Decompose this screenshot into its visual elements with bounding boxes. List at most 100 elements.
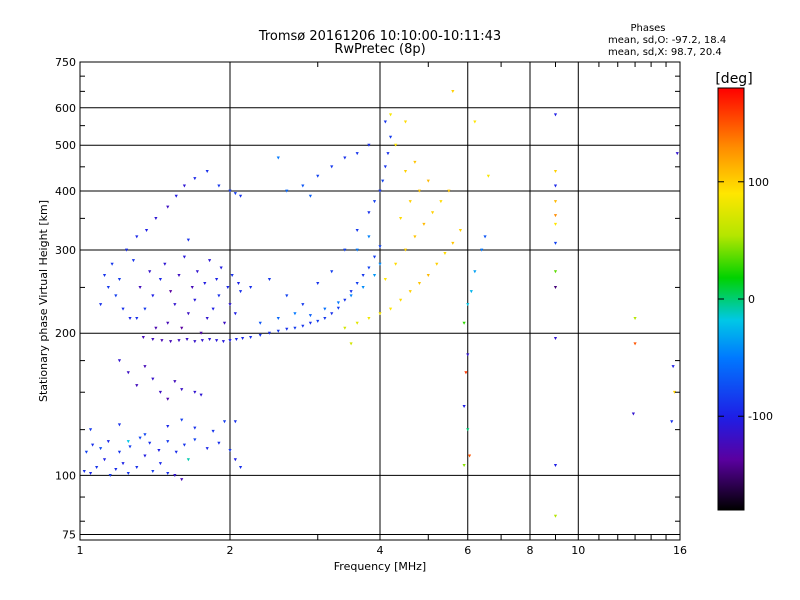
data-point-93	[114, 294, 118, 298]
colorbar-tick-label-0: 100	[748, 176, 769, 189]
data-point-119	[166, 397, 170, 401]
y-tick-label-3: 300	[55, 244, 76, 257]
x-tick-label-4: 8	[527, 544, 534, 557]
data-point-195	[394, 262, 398, 266]
data-point-197	[413, 235, 417, 239]
data-point-17	[99, 447, 103, 451]
data-point-98	[117, 277, 122, 281]
data-point-126	[258, 333, 262, 337]
data-point-186	[399, 298, 403, 302]
y-axis-label: Stationary phase Virtual Height [km]	[37, 200, 50, 402]
data-point-184	[378, 312, 382, 316]
data-point-91	[99, 303, 103, 307]
data-point-62	[148, 270, 152, 274]
x-tick-label-3: 6	[464, 544, 471, 557]
data-point-166	[378, 189, 382, 193]
data-point-135	[330, 312, 334, 316]
data-point-151	[361, 286, 365, 290]
data-point-199	[430, 211, 435, 215]
data-point-223	[462, 404, 466, 408]
data-point-168	[383, 165, 387, 169]
x-axis-ticks: 1 2 4 6 8 10 16	[77, 62, 687, 557]
x-tick-label-1: 2	[227, 544, 234, 557]
data-point-206	[403, 170, 408, 174]
data-point-97	[110, 262, 114, 266]
data-point-240	[633, 342, 637, 346]
colorbar-tick-label-2: -100	[748, 410, 773, 423]
data-points	[82, 89, 679, 518]
data-point-104	[166, 205, 170, 209]
data-point-31	[233, 458, 237, 462]
data-point-134	[323, 316, 327, 320]
data-point-77	[141, 335, 145, 339]
data-point-94	[121, 307, 125, 311]
data-point-48	[166, 321, 170, 325]
data-point-112	[238, 194, 243, 198]
phases-box-line2: mean, sd,X: 98.7, 20.4	[608, 47, 722, 58]
data-point-222	[464, 371, 468, 375]
data-point-72	[215, 277, 219, 281]
data-point-28	[205, 447, 209, 451]
data-point-51	[186, 312, 190, 316]
data-point-103	[154, 216, 158, 220]
data-point-2	[95, 465, 99, 469]
data-point-202	[399, 216, 403, 220]
data-point-16	[91, 443, 95, 447]
data-point-185	[388, 307, 393, 311]
data-point-192	[451, 241, 455, 245]
data-point-162	[343, 248, 347, 252]
data-point-174	[316, 174, 320, 178]
data-point-163	[355, 229, 359, 233]
data-point-170	[388, 135, 393, 139]
data-point-42	[186, 458, 190, 462]
data-point-46	[151, 294, 155, 298]
data-point-244	[670, 420, 674, 424]
data-point-181	[343, 326, 347, 330]
data-point-127	[267, 331, 272, 335]
data-point-182	[355, 321, 359, 325]
data-point-83	[193, 340, 197, 344]
data-point-23	[157, 448, 161, 452]
data-point-236	[553, 336, 558, 340]
data-point-40	[222, 420, 227, 424]
plot-frame	[79, 61, 681, 541]
data-point-101	[135, 235, 139, 239]
data-point-228	[553, 184, 558, 188]
data-point-243	[672, 390, 677, 394]
data-point-198	[422, 222, 426, 226]
y-tick-label-5: 500	[55, 139, 76, 152]
data-point-155	[367, 235, 371, 239]
data-point-241	[631, 412, 635, 416]
data-point-156	[249, 286, 253, 290]
data-point-19	[117, 450, 122, 454]
data-point-52	[193, 298, 197, 302]
data-point-165	[372, 200, 377, 204]
data-point-24	[166, 440, 170, 444]
data-point-129	[285, 327, 289, 331]
data-point-194	[383, 277, 387, 281]
colorbar-tick-label-1: 0	[748, 293, 755, 306]
data-point-69	[195, 270, 199, 274]
data-point-187	[408, 290, 412, 294]
data-point-176	[343, 156, 347, 160]
data-point-125	[249, 335, 253, 339]
data-point-58	[228, 303, 232, 307]
data-point-25	[174, 450, 178, 454]
data-point-211	[451, 89, 455, 93]
data-point-234	[553, 270, 558, 274]
data-point-190	[435, 262, 439, 266]
data-point-178	[367, 143, 371, 147]
data-point-117	[151, 377, 155, 381]
data-point-180	[308, 194, 313, 198]
data-point-209	[403, 120, 408, 124]
colorbar-ticks: 100 0 -100	[718, 176, 773, 423]
data-point-242	[671, 365, 675, 369]
data-point-137	[343, 298, 347, 302]
data-point-35	[143, 433, 147, 437]
data-point-106	[182, 184, 186, 188]
data-point-157	[267, 277, 272, 281]
data-point-219	[462, 321, 466, 325]
data-point-39	[211, 429, 215, 433]
data-point-235	[553, 286, 558, 290]
data-point-100	[131, 259, 136, 263]
